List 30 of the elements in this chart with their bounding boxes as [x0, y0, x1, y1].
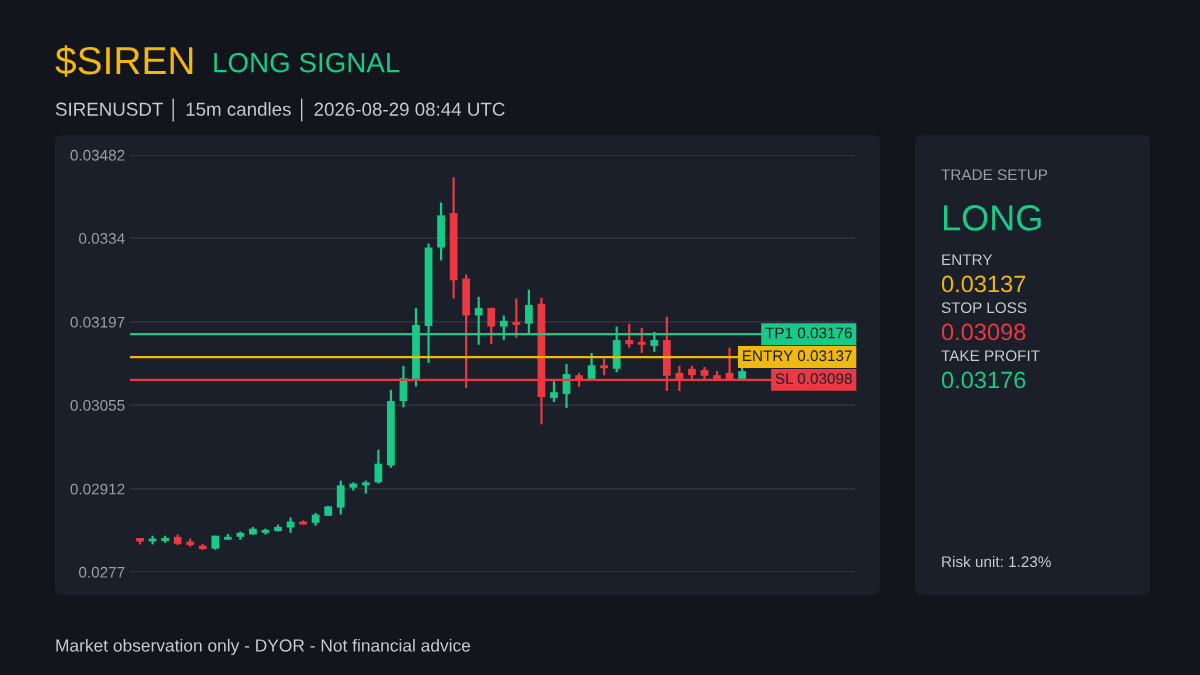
text: ENTRY: [942, 254, 993, 265]
candlestick: [550, 379, 558, 404]
y-tick-label: 0.02912: [70, 483, 125, 495]
text: 0.03098: [941, 323, 1026, 341]
candlestick: [487, 306, 496, 346]
chart-title: $SIREN: [55, 45, 193, 77]
text: SIRENUSDT │ 15m candles │ 2026-08-29 08:44 UTC: [55, 98, 505, 122]
candlestick: [374, 448, 383, 485]
candlestick: [587, 351, 596, 381]
text: LONG: [943, 205, 1041, 231]
candlestick: [336, 479, 345, 516]
candlestick: [625, 322, 634, 349]
y-tick-label: 0.0277: [79, 566, 125, 578]
y-tick-label: 0.0334: [79, 233, 125, 244]
ref-line-label: ENTRY 0.03137: [743, 350, 852, 362]
candlestick: [637, 326, 646, 355]
text: Risk unit: 1.23%: [942, 555, 1051, 568]
text: TRADE SETUP: [941, 169, 1048, 181]
candlestick: [512, 297, 521, 339]
text: Market observation only - DYOR - Not financial advice: [56, 638, 471, 656]
text: TAKE PROFIT: [941, 350, 1040, 362]
ref-line-label: SL 0.03098: [775, 373, 852, 384]
y-tick-label: 0.03055: [70, 399, 125, 411]
ref-line-label: TP1 0.03176: [765, 327, 852, 339]
text: STOP LOSS: [941, 302, 1027, 314]
text: 0.03137: [941, 275, 1026, 293]
chart-subtitle: LONG SIGNAL: [214, 52, 400, 73]
text: 0.03176: [941, 371, 1026, 389]
y-tick-label: 0.03482: [70, 149, 125, 161]
y-tick-label: 0.03197: [70, 316, 125, 328]
